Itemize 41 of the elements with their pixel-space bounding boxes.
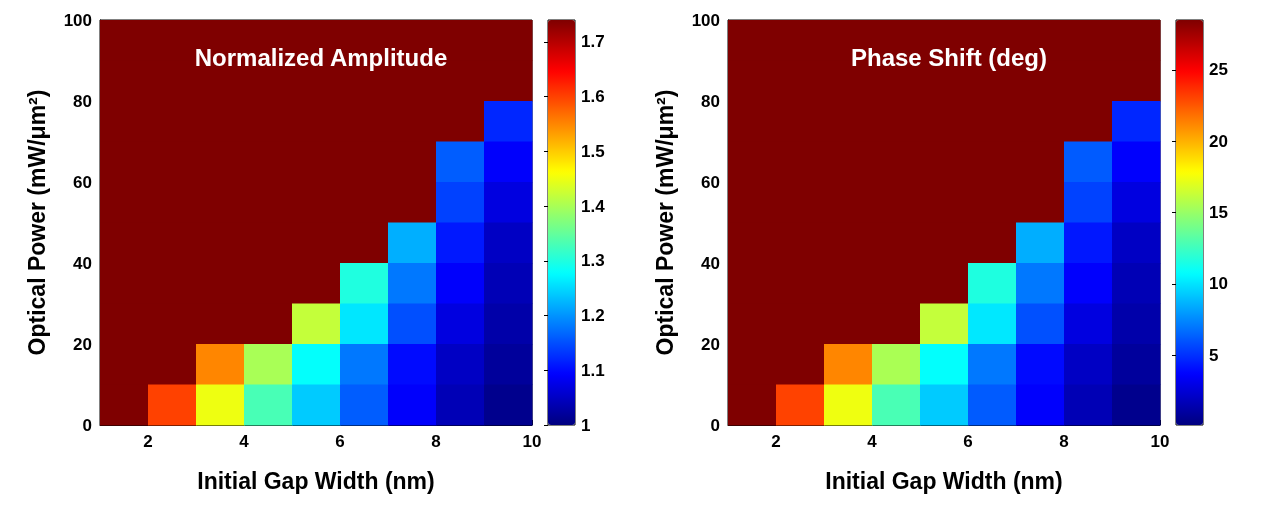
color-bar-label: 15 (1209, 203, 1228, 223)
y-tick-label: 80 (701, 91, 720, 111)
color-bar-label: 1.1 (581, 360, 605, 380)
y-tick-label: 40 (701, 253, 720, 273)
x-tick-label: 10 (1150, 432, 1170, 451)
x-tick-label: 2 (143, 432, 153, 451)
x-tick-label: 4 (239, 432, 250, 451)
text: Normalized Amplitude (194, 43, 448, 71)
x-tick-label: 4 (867, 432, 878, 451)
color-bar-label: 1 (581, 415, 591, 435)
y-tick-label: 60 (701, 172, 720, 192)
color-bar-label: 10 (1209, 274, 1228, 294)
color-bar-label: 1.3 (581, 251, 605, 271)
x-tick-label: 10 (522, 432, 542, 451)
color-bar-label: 1.2 (581, 306, 605, 326)
y-tick-label: 0 (710, 415, 720, 435)
color-bar-label: 1.6 (581, 87, 605, 107)
color-bar-label: 1.4 (581, 196, 606, 216)
color-bar-label: 1.7 (581, 32, 605, 52)
color-bar-label: 5 (1209, 345, 1219, 365)
x-tick-label: 8 (1059, 432, 1069, 451)
x-tick-label: 8 (431, 432, 441, 451)
y-axis-title: Optical Power (mW/μm²) (23, 89, 50, 356)
y-tick-label: 40 (73, 253, 92, 273)
x-tick-label: 6 (963, 432, 973, 451)
y-tick-label: 0 (82, 415, 92, 435)
y-tick-label: 100 (63, 10, 92, 30)
color-bar-label: 20 (1209, 131, 1228, 151)
y-tick-label: 80 (73, 91, 92, 111)
y-tick-label: 20 (701, 334, 720, 354)
y-axis-title: Optical Power (mW/μm²) (651, 89, 678, 356)
text: Phase Shift (deg) (850, 43, 1048, 71)
x-tick-label: 6 (335, 432, 345, 451)
y-tick-label: 60 (73, 172, 92, 192)
x-axis-title: Initial Gap Width (nm) (197, 467, 435, 494)
y-tick-label: 100 (691, 10, 720, 30)
y-tick-label: 20 (73, 334, 92, 354)
color-bar-label: 25 (1209, 60, 1228, 80)
x-axis-title: Initial Gap Width (nm) (825, 467, 1063, 494)
x-tick-label: 2 (771, 432, 781, 451)
color-bar-label: 1.5 (581, 141, 605, 161)
